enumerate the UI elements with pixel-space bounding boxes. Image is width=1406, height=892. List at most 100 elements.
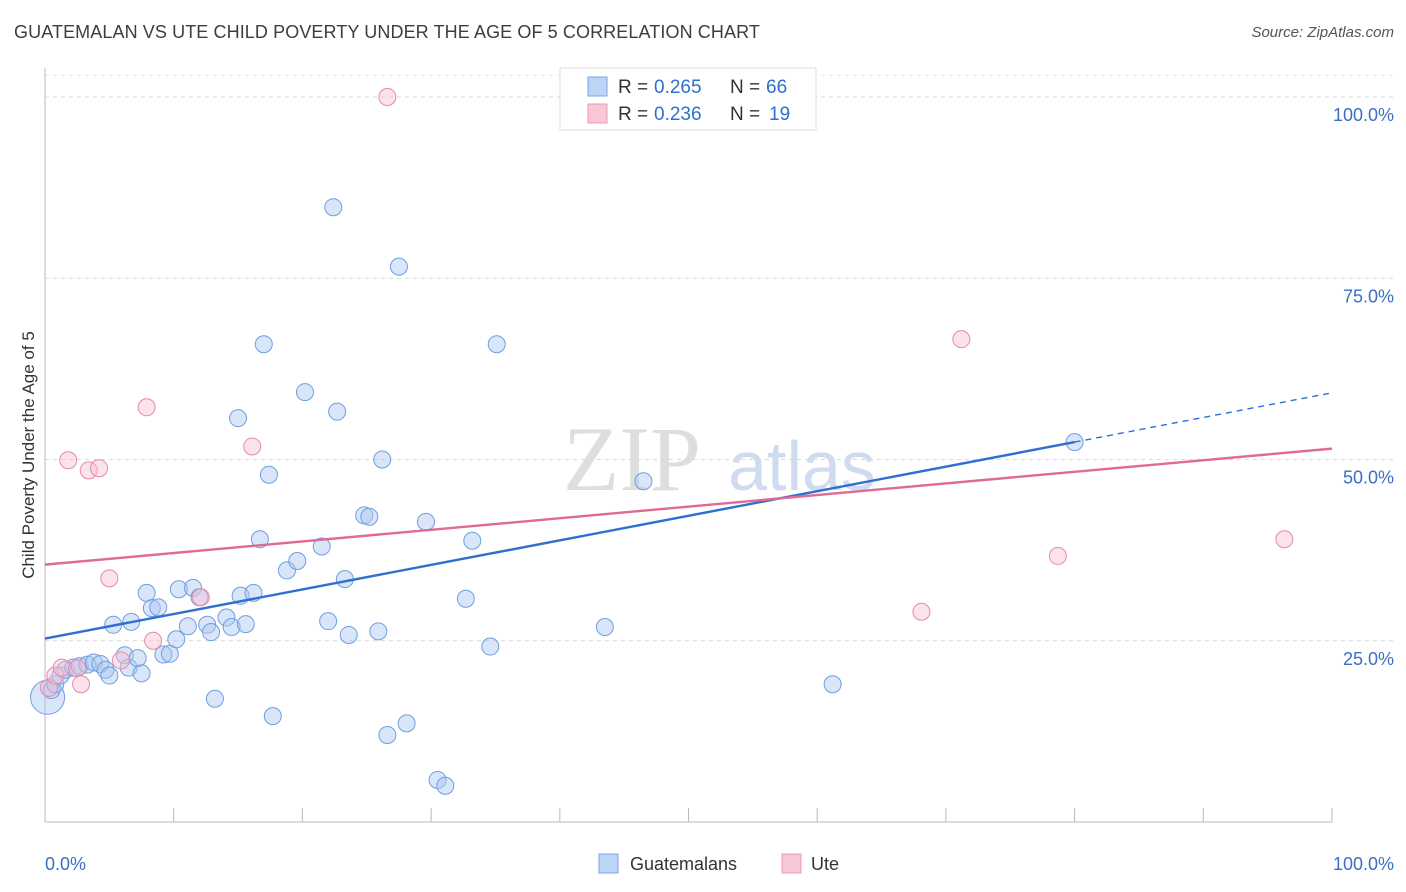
point-guatemalans-54 — [378, 726, 397, 744]
point-guatemalans-65 — [634, 472, 653, 491]
point-guatemalans-44 — [312, 537, 331, 556]
legend-ute-swatch — [587, 103, 608, 124]
watermark: ZIP atlas — [563, 408, 876, 510]
point-guatemalans-30 — [205, 689, 224, 708]
point-guatemalans-16 — [128, 649, 147, 668]
point-guatemalans-52 — [369, 622, 388, 641]
x-tick-label-right: 100.0% — [1333, 854, 1394, 874]
point-guatemalans-8 — [84, 653, 103, 672]
legend-bottom-guatemalans-swatch — [598, 853, 619, 874]
point-guatemalans-20 — [149, 598, 168, 617]
series-ute — [39, 88, 1294, 697]
legend-bottom: Guatemalans Ute — [598, 853, 839, 874]
point-guatemalans-6 — [70, 657, 89, 676]
point-ute-7 — [90, 459, 109, 478]
point-guatemalans-7 — [78, 655, 97, 674]
point-guatemalans-47 — [328, 402, 347, 421]
point-guatemalans-17 — [132, 664, 151, 683]
point-guatemalans-63 — [487, 335, 506, 354]
point-guatemalans-57 — [416, 512, 435, 531]
point-guatemalans-11 — [100, 666, 119, 685]
point-guatemalans-60 — [456, 589, 475, 608]
point-guatemalans-41 — [277, 561, 296, 580]
point-ute-11 — [144, 631, 163, 650]
legend-guatemalans-swatch — [587, 76, 608, 97]
point-guatemalans-62 — [481, 637, 500, 656]
point-ute-4 — [68, 659, 87, 678]
point-ute-2 — [52, 658, 71, 677]
y-tick-label-3: 25.0% — [1343, 649, 1394, 669]
point-ute-9 — [111, 651, 130, 670]
trend-line-guatemalans — [44, 440, 1075, 640]
point-guatemalans-59 — [436, 776, 455, 795]
y-tick-label-2: 50.0% — [1343, 468, 1394, 488]
point-ute-3 — [59, 451, 78, 470]
x-tick-label-left: 0.0% — [45, 854, 86, 874]
point-guatemalans-37 — [250, 530, 269, 549]
legend-ute-n-value: 19 — [769, 104, 790, 125]
point-guatemalans-32 — [222, 617, 241, 636]
legend-guatemalans-n-value: 66 — [766, 77, 787, 98]
point-ute-16 — [952, 330, 971, 349]
point-ute-13 — [243, 437, 262, 456]
point-guatemalans-46 — [324, 198, 343, 217]
point-guatemalans-45 — [319, 612, 338, 631]
y-tick-labels: 100.0% 75.0% 50.0% 25.0% — [1333, 105, 1394, 669]
legend-guatemalans-r-value: 0.265 — [654, 77, 702, 98]
trend-line-ute — [44, 447, 1333, 566]
point-guatemalans-25 — [178, 617, 197, 636]
point-guatemalans-18 — [137, 583, 156, 602]
y-tick-label-0: 100.0% — [1333, 105, 1394, 125]
point-guatemalans-55 — [389, 257, 408, 276]
point-guatemalans-66 — [823, 675, 842, 694]
x-axis-ticks — [173, 808, 1333, 822]
trend-layer — [44, 392, 1333, 640]
grid-lines — [45, 74, 1394, 642]
point-ute-14 — [378, 88, 397, 106]
point-guatemalans-49 — [339, 625, 358, 644]
point-ute-8 — [100, 569, 119, 588]
legend-ute-r-value: 0.236 — [654, 104, 702, 125]
points-layer — [30, 88, 1294, 795]
legend-ute-n-label: N = — [730, 104, 760, 125]
point-guatemalans-31 — [217, 608, 236, 627]
trend-line-guatemalans-extension — [1074, 392, 1333, 443]
point-guatemalans-21 — [154, 645, 173, 664]
point-guatemalans-26 — [184, 578, 203, 597]
point-guatemalans-61 — [463, 531, 482, 550]
legend-bottom-guatemalans-label: Guatemalans — [630, 854, 737, 874]
y-axis-title: Child Poverty Under the Age of 5 — [19, 331, 38, 579]
point-guatemalans-53 — [373, 450, 392, 469]
legend-bottom-ute-label: Ute — [811, 854, 839, 874]
legend-guatemalans-r-label: R = — [618, 77, 648, 98]
point-ute-5 — [72, 675, 91, 694]
point-ute-12 — [191, 588, 210, 607]
point-ute-15 — [912, 602, 931, 621]
point-guatemalans-39 — [259, 465, 278, 484]
point-guatemalans-43 — [295, 383, 314, 402]
point-ute-17 — [1048, 546, 1067, 565]
point-guatemalans-42 — [288, 552, 307, 570]
point-guatemalans-24 — [169, 580, 188, 599]
point-guatemalans-29 — [202, 623, 221, 642]
point-guatemalans-33 — [229, 409, 248, 428]
legend-bottom-ute-swatch — [781, 853, 802, 874]
legend-guatemalans-n-label: N = — [730, 77, 760, 98]
point-guatemalans-19 — [142, 599, 161, 618]
point-guatemalans-51 — [360, 507, 379, 526]
point-guatemalans-23 — [167, 630, 186, 649]
point-guatemalans-56 — [397, 714, 416, 733]
point-guatemalans-35 — [236, 615, 255, 634]
point-ute-10 — [137, 398, 156, 417]
point-guatemalans-38 — [254, 335, 273, 354]
legend-top: R = 0.265 N = 66 R = 0.236 N = 19 — [559, 67, 817, 131]
series-guatemalans — [30, 198, 1084, 795]
chart-title: GUATEMALAN VS UTE CHILD POVERTY UNDER TH… — [14, 22, 760, 42]
legend-ute-r-label: R = — [618, 104, 648, 125]
point-ute-18 — [1275, 530, 1294, 549]
y-tick-label-1: 75.0% — [1343, 286, 1394, 306]
point-guatemalans-64 — [595, 617, 614, 636]
chart-source: Source: ZipAtlas.com — [1251, 24, 1394, 41]
point-guatemalans-40 — [263, 707, 282, 726]
